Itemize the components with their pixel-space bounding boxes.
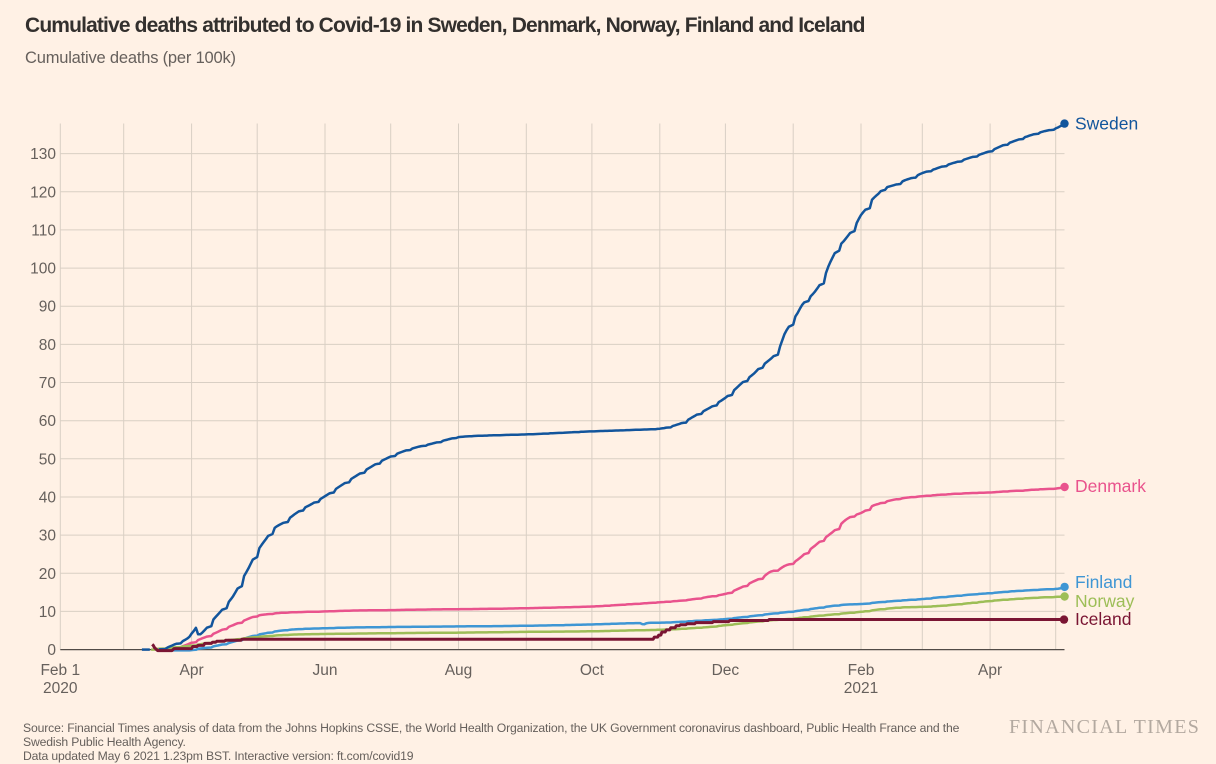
svg-text:130: 130 (30, 146, 56, 163)
svg-text:100: 100 (30, 261, 56, 278)
svg-text:80: 80 (39, 337, 57, 354)
svg-text:Aug: Aug (445, 662, 473, 679)
svg-text:60: 60 (39, 413, 57, 430)
svg-text:70: 70 (39, 375, 57, 392)
svg-text:Dec: Dec (712, 662, 740, 679)
svg-text:50: 50 (39, 451, 57, 468)
svg-text:Finland: Finland (1075, 572, 1132, 592)
svg-text:30: 30 (39, 528, 57, 545)
svg-text:Norway: Norway (1075, 591, 1135, 611)
svg-text:120: 120 (30, 184, 56, 201)
svg-text:110: 110 (31, 222, 56, 239)
svg-text:2020: 2020 (43, 680, 78, 697)
svg-text:0: 0 (47, 642, 56, 659)
svg-text:Jun: Jun (313, 662, 338, 679)
svg-text:Denmark: Denmark (1075, 476, 1146, 496)
svg-text:Feb 1: Feb 1 (40, 662, 80, 679)
svg-text:10: 10 (39, 604, 57, 621)
svg-text:20: 20 (39, 566, 57, 583)
svg-text:40: 40 (39, 490, 57, 507)
svg-text:Iceland: Iceland (1075, 609, 1131, 629)
svg-text:Apr: Apr (180, 662, 204, 679)
svg-text:2021: 2021 (844, 680, 878, 697)
svg-text:Apr: Apr (978, 662, 1002, 679)
svg-text:Oct: Oct (580, 662, 605, 679)
svg-text:Feb: Feb (848, 662, 875, 679)
svg-text:Sweden: Sweden (1075, 114, 1138, 134)
svg-text:90: 90 (39, 299, 57, 316)
